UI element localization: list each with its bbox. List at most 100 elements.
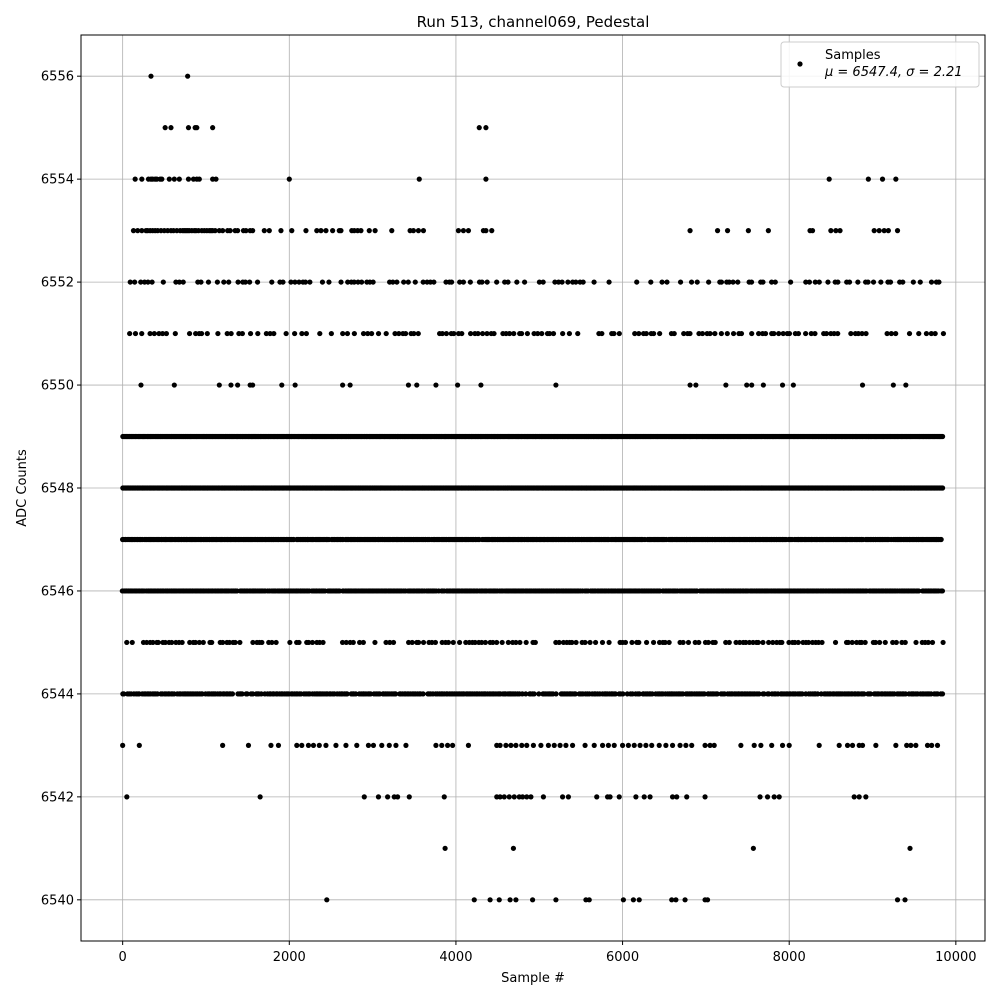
data-point bbox=[151, 330, 157, 337]
data-point bbox=[856, 794, 862, 800]
x-tick-label: 2000 bbox=[273, 950, 306, 965]
data-point bbox=[275, 742, 282, 748]
data-point bbox=[651, 330, 657, 337]
data-point bbox=[186, 330, 193, 337]
data-point bbox=[187, 639, 193, 646]
data-point bbox=[737, 639, 743, 646]
data-point bbox=[849, 742, 856, 748]
data-point bbox=[594, 794, 600, 800]
data-point bbox=[786, 742, 792, 748]
data-point bbox=[501, 794, 507, 800]
data-point bbox=[465, 742, 472, 748]
data-point bbox=[885, 228, 891, 234]
data-point bbox=[444, 742, 451, 748]
y-tick-label: 6546 bbox=[41, 584, 74, 599]
data-point bbox=[271, 330, 277, 337]
data-point bbox=[505, 639, 511, 646]
data-point bbox=[531, 691, 537, 697]
data-point bbox=[147, 330, 153, 337]
data-point bbox=[744, 382, 750, 388]
data-point bbox=[303, 330, 309, 337]
data-point bbox=[552, 279, 558, 285]
data-point bbox=[780, 330, 786, 337]
data-point bbox=[326, 279, 332, 285]
data-point bbox=[938, 536, 944, 543]
data-point bbox=[292, 279, 298, 285]
y-tick-label: 6556 bbox=[41, 70, 74, 85]
data-point bbox=[372, 639, 378, 646]
data-point bbox=[294, 742, 300, 748]
data-point bbox=[825, 279, 831, 285]
data-point bbox=[648, 279, 654, 285]
data-point bbox=[819, 639, 825, 646]
data-point bbox=[120, 742, 126, 748]
data-point bbox=[641, 794, 647, 800]
data-point bbox=[902, 639, 908, 646]
data-point bbox=[215, 330, 221, 337]
data-point bbox=[823, 330, 830, 337]
data-point bbox=[916, 588, 922, 594]
data-point bbox=[611, 742, 617, 748]
data-point bbox=[204, 330, 210, 337]
data-point bbox=[289, 228, 295, 234]
data-point bbox=[160, 279, 166, 285]
data-point bbox=[776, 330, 782, 337]
data-point bbox=[510, 845, 517, 851]
y-tick-label: 6552 bbox=[41, 276, 74, 291]
data-point bbox=[449, 742, 456, 748]
data-point bbox=[472, 639, 478, 646]
data-point bbox=[288, 279, 294, 285]
y-tick-label: 6548 bbox=[41, 482, 74, 497]
data-point bbox=[795, 639, 801, 646]
data-point bbox=[450, 639, 456, 646]
data-point bbox=[687, 330, 693, 337]
data-point bbox=[268, 742, 274, 748]
data-point bbox=[379, 742, 385, 748]
data-point bbox=[517, 639, 523, 646]
data-point bbox=[351, 330, 357, 337]
data-point bbox=[916, 330, 922, 337]
data-point bbox=[893, 639, 899, 646]
data-point bbox=[393, 691, 399, 697]
data-point bbox=[707, 742, 713, 748]
series-samples-points bbox=[119, 73, 947, 903]
data-point bbox=[714, 228, 721, 234]
data-point bbox=[127, 330, 133, 337]
data-point bbox=[671, 330, 677, 337]
data-point bbox=[649, 742, 655, 748]
data-point bbox=[524, 742, 530, 748]
data-point bbox=[487, 897, 493, 903]
data-point bbox=[738, 330, 745, 337]
data-point bbox=[575, 330, 581, 337]
data-point bbox=[387, 639, 393, 646]
data-point bbox=[887, 279, 894, 285]
data-point bbox=[185, 176, 192, 182]
data-point bbox=[924, 742, 931, 748]
data-point bbox=[279, 382, 285, 388]
data-point bbox=[779, 742, 786, 748]
data-point bbox=[405, 382, 412, 388]
data-point bbox=[169, 639, 175, 646]
data-point bbox=[677, 279, 684, 285]
legend-marker bbox=[797, 61, 803, 67]
data-point bbox=[185, 125, 192, 131]
data-point bbox=[681, 330, 687, 337]
data-point bbox=[168, 125, 174, 131]
y-tick-label: 6540 bbox=[41, 893, 74, 908]
data-point bbox=[263, 330, 269, 337]
data-point bbox=[269, 279, 275, 285]
data-point bbox=[162, 639, 168, 646]
data-point bbox=[893, 176, 899, 182]
data-point bbox=[479, 279, 485, 285]
data-point bbox=[176, 279, 182, 285]
data-point bbox=[445, 639, 452, 646]
data-point bbox=[846, 279, 853, 285]
data-point bbox=[193, 330, 199, 337]
data-point bbox=[358, 228, 364, 234]
data-point bbox=[261, 228, 267, 234]
data-point bbox=[221, 279, 227, 285]
data-point bbox=[124, 639, 130, 646]
data-point bbox=[805, 639, 812, 646]
data-point bbox=[769, 279, 775, 285]
data-point bbox=[682, 897, 688, 903]
